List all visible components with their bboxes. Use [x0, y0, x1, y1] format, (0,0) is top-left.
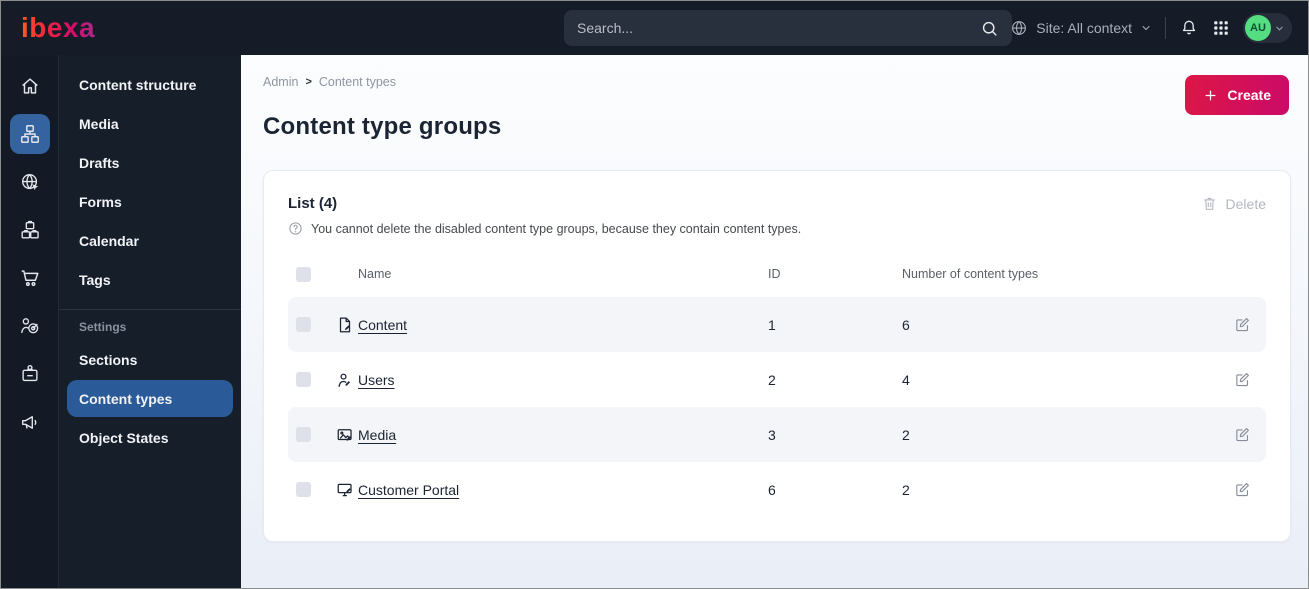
group-count: 4 — [902, 371, 910, 388]
table-row: Users 2 4 — [288, 352, 1266, 407]
icon-rail — [1, 55, 58, 588]
list-title: List (4) — [288, 195, 338, 212]
column-header-name: Name — [358, 267, 392, 281]
global-search[interactable] — [564, 10, 1012, 46]
edit-icon[interactable] — [1224, 481, 1260, 498]
delete-button[interactable]: Delete — [1201, 195, 1266, 212]
sidebar-item-calendar[interactable]: Calendar — [79, 232, 139, 249]
topbar-right-controls: Site: All context AU — [1010, 1, 1292, 55]
edit-icon[interactable] — [1224, 316, 1260, 333]
trash-icon — [1201, 195, 1218, 212]
ibexa-logo: ibexa — [21, 12, 96, 43]
edit-icon[interactable] — [1224, 426, 1260, 443]
sidebar-item-content-types[interactable]: Content types — [67, 380, 233, 417]
sidebar-item-tags[interactable]: Tags — [79, 271, 111, 288]
group-link[interactable]: Content — [358, 316, 408, 333]
group-id: 1 — [768, 316, 776, 333]
info-text: You cannot delete the disabled content t… — [311, 221, 802, 236]
file-icon — [332, 316, 358, 334]
user-icon — [332, 371, 358, 389]
sidebar-menu: Content structure Media Drafts Forms Cal… — [58, 55, 241, 588]
breadcrumb-admin[interactable]: Admin — [263, 75, 299, 89]
column-header-count: Number of content types — [902, 267, 1039, 281]
personalization-icon[interactable] — [10, 306, 50, 346]
info-row: You cannot delete the disabled content t… — [288, 221, 1266, 236]
chevron-down-icon — [1140, 22, 1152, 34]
table-row: Content 1 6 — [288, 297, 1266, 352]
group-id: 3 — [768, 426, 776, 443]
group-count: 2 — [902, 481, 910, 498]
promotions-icon[interactable] — [10, 402, 50, 442]
sidebar-item-sections[interactable]: Sections — [79, 351, 138, 368]
create-button-label: Create — [1227, 87, 1271, 103]
column-header-id: ID — [768, 267, 781, 281]
menu-divider — [59, 309, 241, 310]
group-count: 6 — [902, 316, 910, 333]
edit-icon[interactable] — [1224, 371, 1260, 388]
globe-icon — [1010, 19, 1028, 37]
site-icon[interactable] — [10, 162, 50, 202]
sidebar-item-forms[interactable]: Forms — [79, 193, 122, 210]
top-bar: ibexa Site: All context — [1, 1, 1308, 55]
app-grid-icon[interactable] — [1212, 19, 1230, 37]
table-header-row: Name ID Number of content types — [288, 256, 1266, 292]
group-link[interactable]: Customer Portal — [358, 481, 460, 498]
products-icon[interactable] — [10, 210, 50, 250]
avatar: AU — [1245, 15, 1271, 41]
monitor-icon — [332, 481, 358, 499]
row-checkbox[interactable] — [296, 482, 311, 497]
row-checkbox[interactable] — [296, 427, 311, 442]
group-id: 2 — [768, 371, 776, 388]
create-button[interactable]: Create — [1185, 75, 1289, 115]
content-type-groups-table: Name ID Number of content types Content … — [288, 256, 1266, 517]
home-icon[interactable] — [10, 66, 50, 106]
group-id: 6 — [768, 481, 776, 498]
sidebar-item-object-states[interactable]: Object States — [79, 429, 169, 446]
chevron-down-icon — [1274, 23, 1285, 34]
site-context-selector[interactable]: Site: All context — [1010, 19, 1152, 37]
group-link[interactable]: Media — [358, 426, 397, 443]
row-checkbox[interactable] — [296, 317, 311, 332]
breadcrumb-separator: > — [305, 76, 312, 88]
breadcrumb: Admin > Content types — [263, 75, 1291, 89]
search-input[interactable] — [577, 20, 980, 36]
table-row: Media 3 2 — [288, 407, 1266, 462]
sidebar-item-media[interactable]: Media — [79, 115, 119, 132]
site-context-label: Site: All context — [1036, 20, 1132, 36]
commerce-icon[interactable] — [10, 258, 50, 298]
content-structure-icon[interactable] — [9, 114, 50, 154]
topbar-divider — [1165, 17, 1166, 39]
content-type-groups-card: List (4) Delete You cannot delete the di… — [263, 170, 1291, 542]
sidebar-item-content-structure[interactable]: Content structure — [79, 76, 197, 93]
delete-button-label: Delete — [1225, 195, 1266, 212]
plus-icon — [1203, 88, 1218, 103]
main-content: Admin > Content types Create Content typ… — [241, 55, 1308, 588]
select-all-checkbox[interactable] — [296, 266, 311, 282]
bell-icon[interactable] — [1179, 18, 1199, 38]
image-icon — [332, 426, 358, 444]
settings-section-label: Settings — [79, 320, 127, 334]
breadcrumb-content-types: Content types — [318, 75, 397, 89]
group-count: 2 — [902, 426, 910, 443]
search-icon[interactable] — [980, 19, 999, 38]
page-title: Content type groups — [263, 113, 502, 140]
group-link[interactable]: Users — [358, 371, 395, 388]
table-row: Customer Portal 6 2 — [288, 462, 1266, 517]
question-circle-icon — [288, 221, 303, 236]
admin-icon[interactable] — [10, 354, 50, 394]
user-menu[interactable]: AU — [1243, 13, 1292, 43]
row-checkbox[interactable] — [296, 372, 311, 387]
sidebar-item-drafts[interactable]: Drafts — [79, 154, 120, 171]
